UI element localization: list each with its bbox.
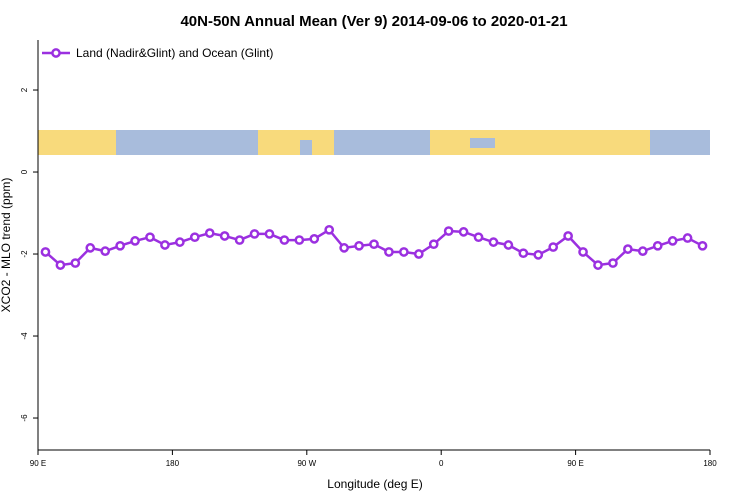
x-tick-label: 180 <box>166 459 180 468</box>
point <box>578 247 588 257</box>
y-axis-label: XCO2 - MLO trend (ppm) <box>0 178 13 313</box>
point <box>160 240 170 250</box>
ocean <box>300 140 312 155</box>
point <box>384 247 394 257</box>
point <box>264 229 275 239</box>
point <box>100 246 111 256</box>
point <box>488 237 499 247</box>
land <box>430 130 650 155</box>
point <box>697 240 708 251</box>
land <box>38 130 116 155</box>
point <box>354 240 364 251</box>
point <box>219 231 230 241</box>
y-tick-label: -2 <box>20 250 29 258</box>
y-tick-label: 0 <box>20 169 29 174</box>
point <box>369 239 379 250</box>
point <box>324 224 335 235</box>
point <box>652 240 663 251</box>
x-tick-label: 0 <box>439 459 444 468</box>
point <box>637 246 648 256</box>
point <box>593 260 603 270</box>
point <box>667 236 678 246</box>
x-tick-label: 180 <box>703 459 717 468</box>
point <box>70 258 81 268</box>
chart-title: 40N-50N Annual Mean (Ver 9) 2014-09-06 t… <box>180 13 567 30</box>
point <box>175 237 185 247</box>
point <box>115 240 125 251</box>
point <box>563 231 573 241</box>
x-axis-label: Longitude (deg E) <box>327 477 422 491</box>
point <box>518 248 529 259</box>
point <box>682 233 693 243</box>
point <box>279 235 290 245</box>
point <box>189 232 200 243</box>
point <box>294 235 305 245</box>
point <box>40 247 51 257</box>
point <box>145 232 155 243</box>
point <box>503 240 514 250</box>
point <box>130 236 140 246</box>
point <box>458 227 469 237</box>
x-tick-label: 90 E <box>567 459 583 468</box>
point <box>413 249 424 259</box>
point <box>85 243 96 253</box>
point <box>623 244 633 254</box>
point <box>443 226 454 236</box>
map-band <box>38 130 710 155</box>
point <box>428 239 439 250</box>
point <box>309 234 320 244</box>
legend-label: Land (Nadir&Glint) and Ocean (Glint) <box>76 46 273 60</box>
legend-marker <box>51 48 61 58</box>
point <box>548 242 559 252</box>
x-tick-label: 90 E <box>30 459 46 468</box>
point <box>399 247 409 257</box>
land <box>258 130 334 155</box>
point <box>473 232 484 243</box>
point <box>234 235 245 245</box>
point <box>608 258 618 268</box>
x-tick-label: 90 W <box>297 459 316 468</box>
ocean <box>470 138 495 148</box>
point <box>249 229 260 239</box>
point <box>339 243 349 253</box>
point <box>55 260 66 270</box>
y-tick-label: -6 <box>20 414 29 422</box>
point <box>533 249 544 260</box>
y-tick-label: 2 <box>20 87 29 92</box>
y-tick-label: -4 <box>20 332 29 340</box>
point <box>204 228 215 238</box>
